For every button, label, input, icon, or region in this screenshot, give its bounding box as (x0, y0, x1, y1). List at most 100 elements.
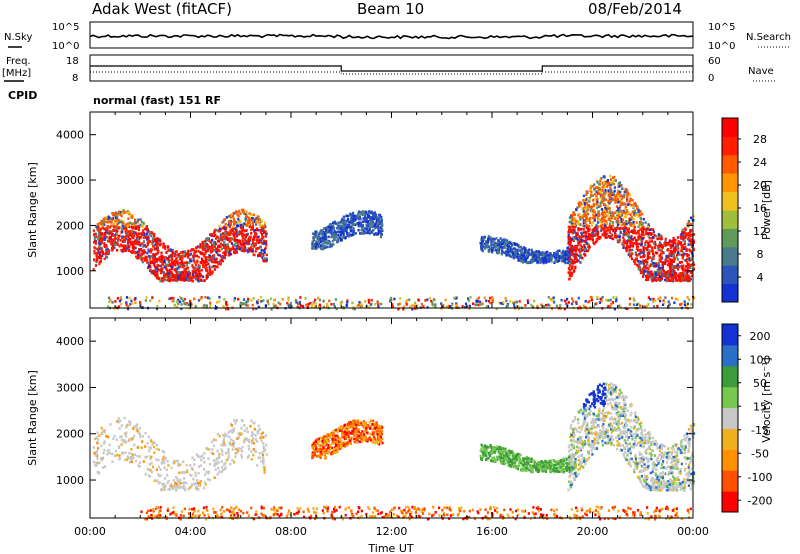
power-cell (380, 224, 383, 227)
power-cell (614, 195, 617, 198)
power-cell (657, 278, 660, 281)
power-cell (676, 298, 679, 301)
power-cell (316, 244, 320, 247)
power-cell (641, 225, 644, 228)
power-cell (131, 242, 134, 245)
power-cell (311, 232, 315, 235)
power-cell (632, 231, 636, 234)
power-cell (246, 249, 249, 252)
power-cell (125, 303, 128, 307)
power-cell (582, 214, 586, 218)
power-cell (653, 246, 657, 249)
power-cell (195, 268, 198, 271)
power-cell (550, 255, 553, 258)
power-cell (363, 219, 366, 223)
power-cell (605, 214, 608, 217)
power-cell (487, 235, 490, 238)
power-cell (102, 220, 105, 223)
power-cell (630, 257, 634, 261)
power-cell (214, 242, 217, 246)
power-cell (131, 249, 134, 253)
power-cell (602, 203, 606, 206)
power-cell (615, 198, 618, 202)
power-cell (255, 227, 259, 231)
power-cell (194, 263, 198, 267)
power-cell (208, 305, 212, 308)
power-cell (485, 240, 488, 243)
power-cell (630, 254, 633, 258)
power-cell (688, 298, 691, 301)
power-cell (587, 245, 590, 249)
power-cell (568, 264, 571, 267)
power-cell (208, 259, 211, 262)
power-cell (676, 253, 679, 257)
power-cell (257, 215, 260, 219)
power-cell (619, 226, 622, 230)
power-cell (185, 254, 188, 257)
power-cell (578, 251, 582, 254)
power-cell (357, 217, 360, 221)
power-cell (105, 256, 109, 259)
power-cell (621, 187, 624, 191)
power-cell (672, 241, 675, 244)
power-cell (213, 231, 216, 234)
power-cell (661, 261, 664, 264)
power-cell (455, 296, 458, 300)
power-cell (98, 247, 101, 251)
power-cell (660, 252, 663, 255)
power-cell (673, 257, 676, 261)
power-cell (360, 224, 363, 228)
power-cell (115, 224, 119, 228)
power-cell (180, 307, 183, 311)
power-cell (520, 251, 523, 255)
power-cell (101, 226, 104, 230)
power-cell (111, 245, 114, 249)
power-cell (196, 272, 199, 276)
power-cell (453, 296, 456, 300)
power-cell (234, 241, 237, 245)
power-cell (640, 240, 643, 243)
power-cell (503, 251, 506, 254)
power-cell (643, 227, 646, 231)
power-cell (252, 213, 255, 217)
power-cell (630, 216, 633, 219)
power-cell (587, 232, 591, 236)
power-cell (203, 279, 206, 282)
power-cell (353, 307, 356, 311)
power-cell (124, 223, 127, 227)
power-cell (367, 225, 370, 228)
power-cell (349, 218, 352, 222)
power-cell (318, 242, 321, 246)
power-cell (645, 305, 648, 308)
power-cell (585, 238, 588, 241)
power-cell (625, 220, 628, 223)
power-cell (564, 257, 567, 261)
power-cell (595, 206, 599, 210)
power-cell (526, 251, 529, 254)
power-cell (549, 252, 552, 256)
power-cell (138, 232, 141, 235)
power-cell (152, 255, 155, 258)
power-cell (563, 307, 566, 311)
power-cell (616, 191, 619, 195)
power-cell (683, 240, 686, 243)
power-cell (208, 256, 212, 259)
power-cell (627, 227, 630, 231)
power-cell (162, 242, 165, 245)
power-cell (546, 255, 549, 259)
power-cell (241, 242, 244, 246)
power-cell (618, 207, 621, 210)
power-cell (338, 221, 341, 224)
power-cell (607, 183, 610, 187)
power-cell (639, 214, 642, 217)
power-cell (270, 307, 273, 311)
power-cell (330, 232, 333, 235)
power-cell (367, 230, 370, 233)
power-cell (233, 231, 236, 234)
power-cell (568, 258, 571, 261)
power-cell (119, 243, 123, 247)
power-cell (243, 302, 246, 306)
power-cell (548, 256, 551, 260)
power-cell (626, 193, 629, 197)
power-cell (658, 267, 661, 270)
